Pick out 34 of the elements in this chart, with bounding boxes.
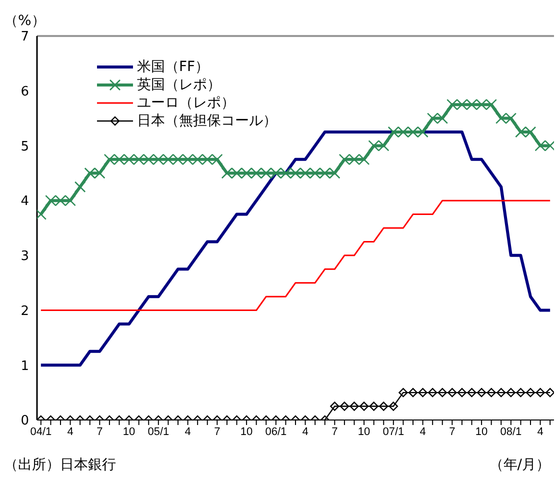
x-tick-label: 06/1	[265, 426, 287, 438]
x-tick-label: 4	[184, 426, 191, 438]
x-axis-title: （年/月）	[489, 456, 550, 474]
x-tick-label: 10	[358, 426, 370, 438]
x-tick-label: 7	[332, 426, 338, 438]
y-axis-title: （%）	[4, 12, 46, 30]
line-series	[40, 200, 551, 312]
legend-label: ユーロ（レポ）	[137, 94, 235, 112]
x-tick-label: 10	[240, 426, 253, 438]
x-tick-label: 08/1	[500, 426, 522, 438]
x-tick-label: 7	[96, 426, 103, 438]
legend-label: 日本（無担保コール）	[137, 112, 277, 130]
x-tick-label: 4	[537, 426, 544, 438]
x-tick-label: 7	[449, 426, 456, 438]
y-tick-label: 2	[20, 304, 29, 319]
text: （出所）日本銀行	[4, 456, 116, 474]
x-tick-label: 4	[302, 426, 308, 438]
x-tick-label: 04/1	[30, 426, 52, 438]
y-tick-label: 7	[20, 30, 29, 45]
x-tick-label: 4	[67, 426, 74, 438]
y-tick-label: 4	[20, 194, 29, 210]
x-tick-label: 10	[475, 426, 488, 438]
y-tick-label: 6	[20, 84, 29, 100]
x-tick-label: 10	[122, 426, 136, 438]
legend-label: 英国（レポ）	[137, 76, 221, 94]
x-tick-label: 05/1	[148, 426, 170, 438]
x-tick-label: 7	[214, 426, 220, 438]
legend-label: 米国（FF）	[137, 58, 210, 76]
y-tick-label: 0	[20, 414, 29, 429]
y-tick-label: 5	[20, 139, 29, 154]
y-tick-label: 1	[20, 358, 29, 374]
y-tick-label: 3	[20, 249, 29, 264]
x-tick-label: 07/1	[382, 426, 404, 438]
x-tick-label: 4	[420, 426, 426, 438]
